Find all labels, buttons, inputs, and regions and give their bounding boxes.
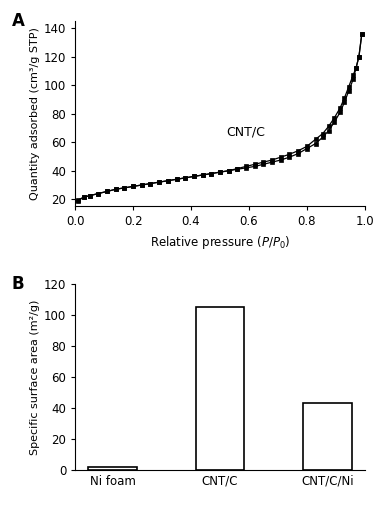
Text: B: B — [12, 275, 24, 293]
Y-axis label: Quantity adsorbed (cm³/g STP): Quantity adsorbed (cm³/g STP) — [30, 27, 39, 200]
X-axis label: Relative pressure ($P/P_0$): Relative pressure ($P/P_0$) — [150, 234, 290, 251]
Bar — [303, 404, 352, 470]
Bar — [196, 307, 244, 470]
Text: CNT/C: CNT/C — [226, 125, 265, 138]
Bar — [88, 467, 137, 470]
Text: A: A — [12, 11, 24, 30]
Y-axis label: Specific surface area (m²/g): Specific surface area (m²/g) — [30, 299, 39, 455]
